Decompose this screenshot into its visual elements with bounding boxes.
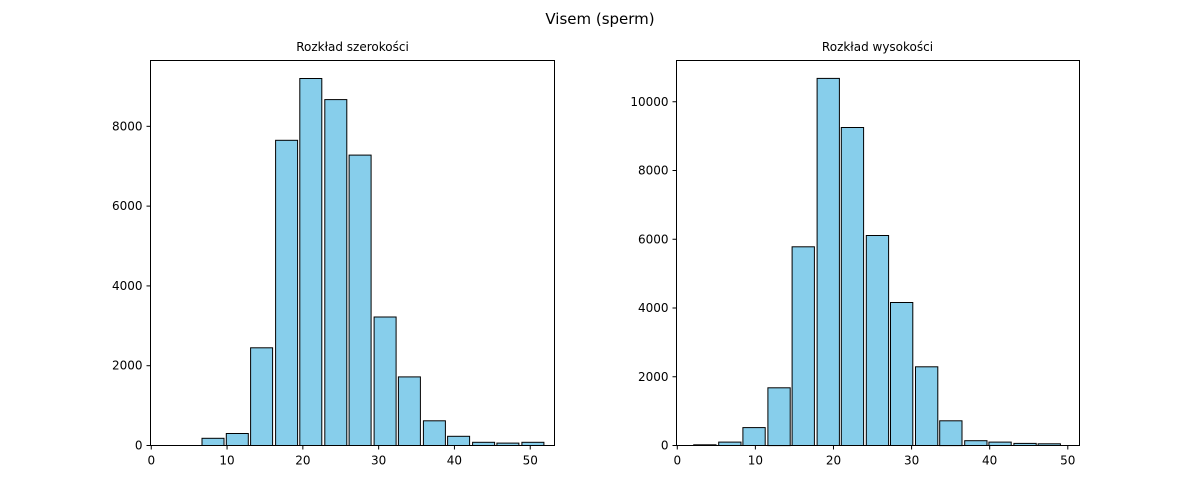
- chart-title-height: Rozkład wysokości: [822, 40, 933, 54]
- axis-ticks-height: 0 10 20 30 40 50 0 2000 4000 6000 8000 10000: [630, 95, 1075, 468]
- xtick-label-height-2: 20: [826, 454, 841, 468]
- bar-height-12: [988, 441, 1012, 447]
- ytick-label-height-0: 0: [661, 439, 669, 453]
- bar-height-7: [865, 235, 890, 446]
- ytick-label-height-2: 4000: [638, 301, 669, 315]
- xtick-label-width-2: 20: [295, 454, 310, 468]
- axes-frame-height: [676, 60, 1080, 446]
- axes-frame-width: [150, 60, 555, 446]
- bar-height-9: [915, 366, 939, 446]
- bars-height: [693, 77, 1061, 447]
- bar-width-6: [324, 99, 348, 446]
- xtick-label-width-1: 10: [219, 454, 234, 468]
- bar-width-9: [397, 376, 421, 446]
- xtick-label-width-3: 30: [371, 454, 386, 468]
- ytick-label-width-4: 8000: [112, 119, 143, 133]
- xtick-label-height-3: 30: [904, 454, 919, 468]
- ytick-label-height-1: 2000: [638, 370, 669, 384]
- ytick-label-width-3: 6000: [112, 199, 143, 213]
- bar-width-7: [348, 154, 372, 446]
- bar-width-8: [373, 316, 397, 446]
- figure-title: Visem (sperm): [545, 10, 654, 28]
- ytick-label-height-3: 6000: [638, 232, 669, 246]
- bar-width-5: [299, 78, 323, 446]
- ytick-label-height-4: 8000: [638, 164, 669, 178]
- bar-height-2: [742, 427, 766, 447]
- chart-height-distribution: Rozkład wysokości 0 10 20 30 40 50 0 2000 4000 60…: [630, 40, 1080, 468]
- chart-title-width: Rozkład szerokości: [296, 40, 409, 54]
- bar-height-11: [964, 440, 988, 447]
- axis-ticks-width: 0 10 20 30 40 50 0 2000 4000 6000 8000: [112, 119, 538, 467]
- bar-width-1: [201, 437, 225, 446]
- bar-height-8: [890, 302, 914, 446]
- bar-width-10: [422, 420, 446, 446]
- ytick-label-height-5: 10000: [630, 95, 668, 109]
- bar-width-11: [447, 435, 471, 446]
- xtick-label-height-1: 10: [748, 454, 763, 468]
- bar-height-3: [767, 387, 791, 447]
- xtick-label-width-4: 40: [447, 454, 462, 468]
- ytick-label-width-0: 0: [135, 439, 143, 453]
- xtick-label-width-5: 50: [523, 454, 538, 468]
- ytick-label-width-2: 4000: [112, 279, 143, 293]
- bar-height-10: [939, 420, 963, 447]
- bar-width-2: [225, 433, 249, 446]
- bar-width-4: [275, 139, 299, 447]
- bar-height-4: [791, 246, 815, 446]
- bars-width: [201, 78, 545, 447]
- bar-width-3: [250, 347, 274, 446]
- chart-width-distribution: Rozkład szerokości 0 10 20 30 40 50 0 2000 4000 6…: [112, 40, 555, 468]
- xtick-label-height-0: 0: [673, 454, 681, 468]
- bar-height-5: [816, 77, 840, 447]
- bar-height-1: [718, 441, 742, 447]
- ytick-label-width-1: 2000: [112, 359, 143, 373]
- xtick-label-height-4: 40: [982, 454, 997, 468]
- xtick-label-width-0: 0: [147, 454, 155, 468]
- bar-height-6: [840, 127, 865, 446]
- xtick-label-height-5: 50: [1060, 454, 1075, 468]
